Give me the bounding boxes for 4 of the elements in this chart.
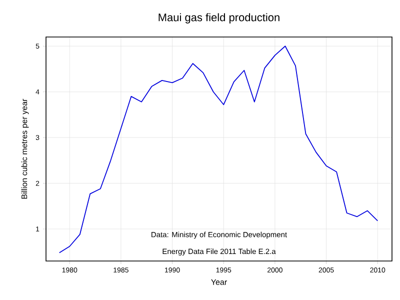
- x-axis-title: Year: [211, 279, 227, 285]
- y-axis-title: Billion cubic metres per year: [21, 98, 29, 199]
- line-series: [58, 46, 378, 254]
- chart-title: Maui gas field production: [158, 13, 280, 24]
